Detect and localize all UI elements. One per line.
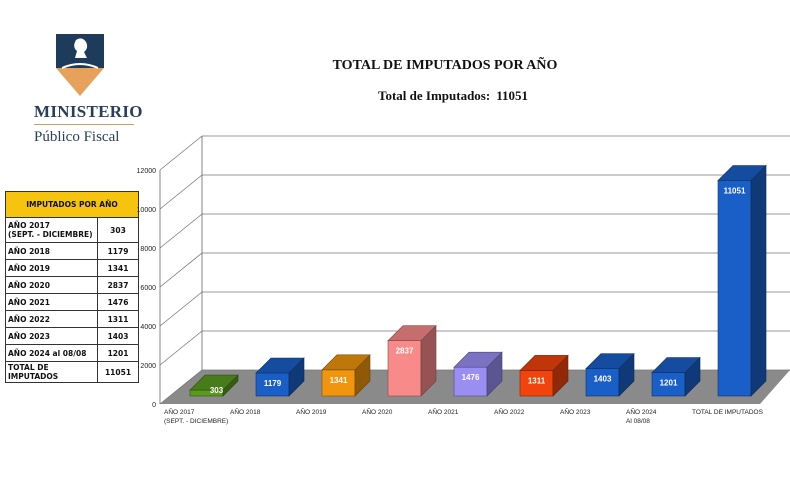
gridline-side — [159, 252, 203, 288]
bar-top — [453, 351, 503, 368]
ministerio-logo: MINISTERIO Público Fiscal — [30, 30, 143, 145]
y-tick-label: 6000 — [140, 285, 156, 292]
bar-value-label: 2837 — [396, 347, 414, 356]
y-tick-label: 10000 — [137, 207, 157, 214]
chart-subtitle: Total de Imputados: 11051 — [300, 88, 600, 104]
gridline-side — [159, 174, 203, 210]
x-category-label: AÑO 2017 — [164, 407, 195, 416]
chart-title: TOTAL DE IMPUTADOS POR AÑO — [332, 58, 558, 73]
logo-divider — [34, 124, 134, 125]
y-tick-label: 12000 — [137, 168, 157, 175]
x-category-label: AÑO 2018 — [230, 407, 261, 416]
gridline-side — [159, 330, 203, 366]
x-category-label: AÑO 2021 — [428, 407, 459, 416]
table-row: TOTAL DE IMPUTADOS 11051 — [5, 361, 139, 383]
bar-value-label: 1179 — [264, 379, 282, 388]
table-cell-label: AÑO 2017 (SEPT. - DICIEMBRE) — [5, 217, 98, 243]
logo-line-publico-fiscal: Público Fiscal — [34, 129, 120, 145]
subtitle-label: Total de Imputados: — [377, 88, 491, 103]
bar-top — [255, 357, 305, 374]
bar-front — [717, 180, 752, 397]
subtitle-value: 11051 — [496, 88, 528, 103]
bar-value-label: 1311 — [528, 376, 546, 385]
gridline-side — [159, 213, 203, 249]
x-category-label: AÑO 2019 — [296, 407, 327, 416]
bar-front — [453, 366, 488, 397]
bar-value-label: 11051 — [724, 187, 746, 196]
table-cell-value: 11051 — [97, 361, 139, 383]
y-tick-label: 4000 — [140, 324, 156, 331]
bar-top — [519, 355, 569, 371]
x-category-label: (SEPT. - DICIEMBRE) — [164, 418, 228, 425]
gridline-side — [159, 291, 203, 327]
x-category-label: AÑO 2020 — [362, 407, 393, 416]
bar-top — [189, 374, 239, 391]
bar-top — [585, 353, 635, 369]
x-category-label: AÑO 2024 — [626, 407, 657, 416]
bar-front — [387, 340, 422, 397]
y-tick-label: 0 — [152, 402, 156, 409]
bar-value-label: 1403 — [594, 375, 612, 384]
bar-top — [387, 325, 437, 341]
x-category-label: AÑO 2023 — [560, 407, 591, 416]
bar-top — [651, 357, 701, 373]
bar-top — [321, 354, 371, 371]
bar-value-label: 1341 — [330, 376, 348, 385]
bar-value-label: 1201 — [660, 379, 678, 388]
bar-value-label: 1476 — [462, 373, 480, 382]
y-tick-label: 8000 — [140, 246, 156, 253]
x-category-label: TOTAL DE IMPUTADOS — [692, 409, 764, 416]
table-cell-label: TOTAL DE IMPUTADOS — [5, 361, 98, 383]
x-category-label: Al 08/08 — [626, 418, 650, 425]
y-tick-label: 2000 — [140, 363, 156, 370]
table-row: AÑO 2018 1179 — [5, 242, 139, 260]
gridline-side — [159, 135, 203, 171]
logo-line-ministerio: MINISTERIO — [34, 102, 143, 121]
table-row: AÑO 2017 (SEPT. - DICIEMBRE) 303 — [5, 217, 139, 243]
bar-top — [717, 165, 767, 181]
table-row: AÑO 2020 2837 — [5, 276, 139, 294]
bar-value-label: 303 — [210, 386, 224, 395]
bar-side — [750, 164, 767, 397]
x-category-label: AÑO 2022 — [494, 407, 525, 416]
imputados-table: IMPUTADOS POR AÑO AÑO 2017 (SEPT. - DICIE… — [5, 191, 139, 383]
ministerio-emblem-icon — [56, 34, 104, 96]
gridline-side — [159, 369, 203, 405]
table-cell-value: 303 — [97, 217, 139, 243]
table-row: AÑO 2022 1311 — [5, 310, 139, 328]
bar-front — [321, 369, 356, 397]
table-header: IMPUTADOS POR AÑO — [5, 191, 139, 218]
